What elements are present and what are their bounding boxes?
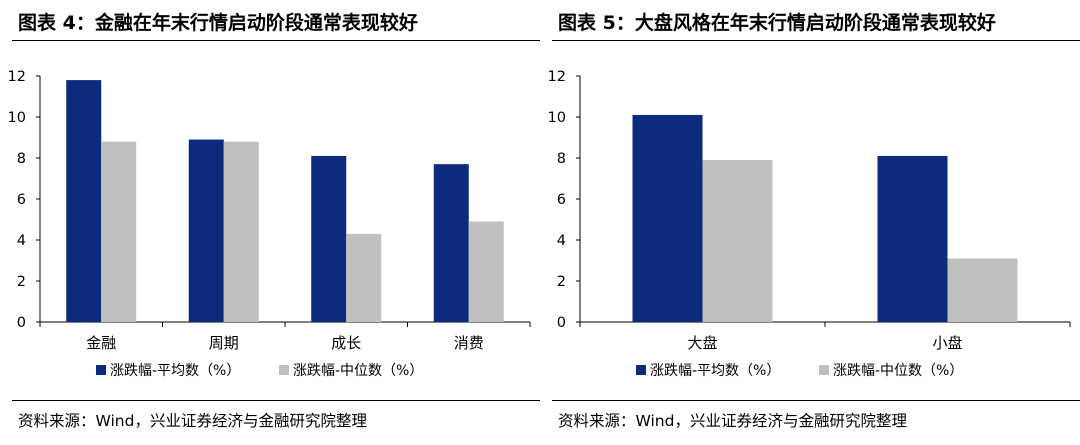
bar-median	[702, 160, 773, 322]
y-tick-label: 8	[557, 151, 566, 167]
bar-median	[223, 141, 259, 322]
legend-swatch	[96, 365, 106, 375]
bar-mean	[433, 164, 469, 322]
bar-mean	[877, 155, 948, 322]
bar-median	[101, 141, 137, 322]
x-tick-label: 成长	[331, 334, 361, 352]
legend-swatch	[819, 365, 829, 375]
y-tick-label: 12	[8, 69, 26, 85]
bar-median	[468, 221, 504, 322]
y-tick-label: 0	[557, 315, 566, 331]
bar-mean	[632, 114, 703, 322]
bar-median	[346, 233, 382, 322]
bar-mean	[188, 139, 224, 322]
chart-panel-left: 图表 4：金融在年末行情启动阶段通常表现较好 0 2 4 6 8 10 12 金融 周期 成长 消费…	[8, 0, 540, 445]
y-tick-label: 6	[557, 192, 566, 208]
source-note: 资料来源：Wind，兴业证券经济与金融研究院整理	[558, 412, 907, 430]
source-note: 资料来源：Wind，兴业证券经济与金融研究院整理	[18, 412, 367, 430]
chart-title: 图表 5：大盘风格在年末行情启动阶段通常表现较好	[558, 12, 996, 34]
x-tick-label: 消费	[454, 334, 484, 352]
y-tick-label: 6	[17, 192, 26, 208]
x-tick-label: 金融	[86, 334, 116, 352]
legend-swatch	[279, 365, 289, 375]
x-tick-label: 小盘	[932, 334, 962, 352]
legend-label: 涨跌幅-中位数（%）	[833, 363, 963, 379]
x-tick-label: 周期	[209, 334, 239, 352]
title-rule	[552, 40, 1080, 41]
source-rule	[552, 400, 1080, 401]
y-tick-label: 0	[17, 315, 26, 331]
bar-mean	[66, 80, 102, 322]
legend-label: 涨跌幅-平均数（%）	[110, 363, 240, 379]
title-rule	[12, 40, 540, 41]
y-tick-label: 10	[548, 110, 566, 126]
chart-title: 图表 4：金融在年末行情启动阶段通常表现较好	[18, 12, 418, 34]
y-tick-label: 12	[548, 69, 566, 85]
legend-label: 涨跌幅-平均数（%）	[650, 363, 780, 379]
chart-panel-right: 图表 5：大盘风格在年末行情启动阶段通常表现较好 0 2 4 6 8 10 12 大盘 小盘涨跌…	[548, 0, 1080, 445]
y-tick-label: 2	[17, 274, 26, 290]
bar-mean	[311, 155, 347, 322]
y-tick-label: 2	[557, 274, 566, 290]
y-tick-label: 4	[17, 233, 26, 249]
legend-swatch	[636, 365, 646, 375]
bar-median	[947, 258, 1018, 322]
legend-label: 涨跌幅-中位数（%）	[293, 363, 423, 379]
y-tick-label: 8	[17, 151, 26, 167]
y-tick-label: 10	[8, 110, 26, 126]
y-tick-label: 4	[557, 233, 566, 249]
source-rule	[12, 400, 540, 401]
x-tick-label: 大盘	[687, 334, 717, 352]
